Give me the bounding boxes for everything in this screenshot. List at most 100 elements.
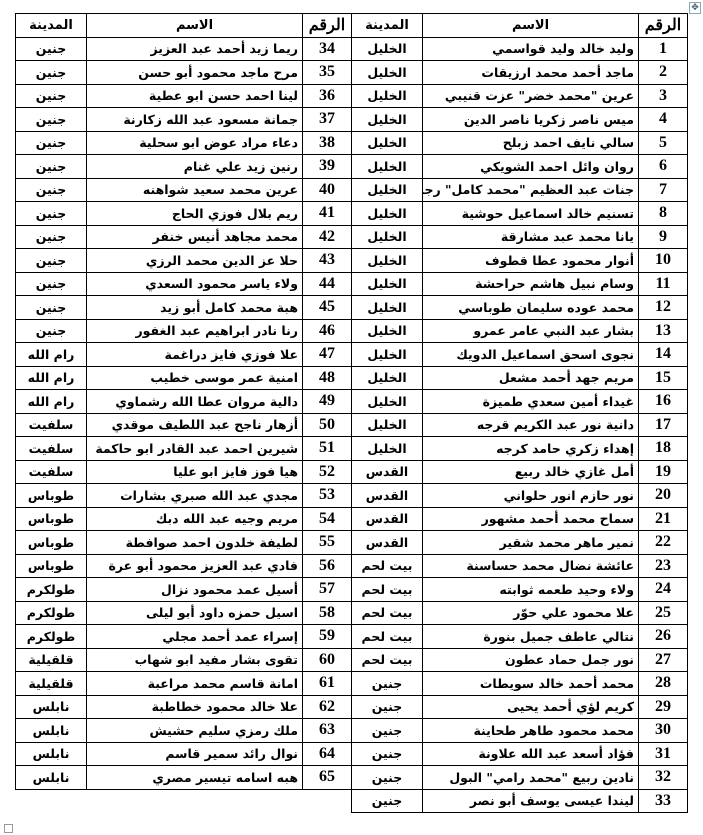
student-city: جنين — [15, 130, 87, 155]
row-number — [303, 789, 352, 813]
student-city: جنين — [15, 201, 87, 226]
header-number: الرقم — [638, 13, 688, 38]
table-row: 18 إهداء زكري حامد كرجه الخليل 51 شيرين احمد… — [15, 436, 688, 461]
row-number: 19 — [638, 459, 688, 484]
student-city: سلفيت — [15, 436, 87, 461]
student-name: ماجد أحمد محمد ارزيقات — [422, 60, 639, 85]
student-city: جنين — [351, 694, 423, 719]
row-number: 34 — [302, 36, 352, 61]
table-row: 31 فؤاد أسعد عبد الله علاونة جنين 64 نوال را… — [15, 741, 688, 766]
row-number: 45 — [302, 295, 352, 320]
row-number: 9 — [638, 224, 688, 249]
student-city: رام الله — [15, 365, 87, 390]
student-name: سماح محمد أحمد مشهور — [422, 506, 639, 531]
paragraph-mark-icon — [4, 824, 13, 833]
student-name: لينا احمد حسن ابو عطية — [86, 83, 303, 108]
student-city: قلقيلية — [15, 671, 87, 696]
student-name: امنية عمر موسى خطيب — [86, 365, 303, 390]
student-city: الخليل — [351, 83, 423, 108]
student-city: القدس — [351, 530, 423, 555]
table-row: 15 مريم جهد أحمد مشعل الخليل 48 امنية عمر مو… — [15, 365, 688, 390]
table-row: 25 علا محمود علي حوّر بيت لحم 58 اسيل حمزه د… — [15, 600, 688, 625]
table-row: 23 عائشة نضال محمد حساسنة بيت لحم 56 فادي عب… — [15, 553, 688, 578]
table-row: 4 ميس ناصر زكريا ناصر الدين الخليل 37 جمانة … — [15, 107, 688, 132]
student-name: عرين "محمد خضر" عزت قنيبي — [422, 83, 639, 108]
student-city: طولكرم — [15, 624, 87, 649]
row-number: 31 — [638, 741, 688, 766]
row-number: 13 — [638, 318, 688, 343]
row-number: 1 — [638, 36, 688, 61]
student-name: بشار عبد النبي عامر عمرو — [422, 318, 639, 343]
row-number: 38 — [302, 130, 352, 155]
student-name: وليد خالد وليد قواسمي — [422, 36, 639, 61]
header-name: الاسم — [422, 13, 639, 38]
row-number: 2 — [638, 60, 688, 85]
student-city: رام الله — [15, 342, 87, 367]
table-row: 26 نتالي عاطف جميل بنورة بيت لحم 59 إسراء عم… — [15, 624, 688, 649]
student-name: نوال رائد سمير قاسم — [86, 741, 303, 766]
student-city: الخليل — [351, 130, 423, 155]
student-name: امانة قاسم محمد مراعبة — [86, 671, 303, 696]
table-row: 29 كريم لؤي أحمد يحيى جنين 62 علا خالد محمود… — [15, 694, 688, 719]
student-city: جنين — [15, 295, 87, 320]
table-row: 27 نور جمل حماد عطون بيت لحم 60 تقوى بشار مف… — [15, 647, 688, 672]
student-city: طوباس — [15, 530, 87, 555]
student-name: إسراء عمد أحمد مجلي — [86, 624, 303, 649]
table-row: 28 محمد أحمد خالد سويطات جنين 61 امانة قاسم … — [15, 671, 688, 696]
student-name: دالية مروان عطا الله رشماوي — [86, 389, 303, 414]
table-row: 5 سالي نايف احمد زبلح الخليل 38 دعاء مراد عو… — [15, 130, 688, 155]
student-name: روان وائل احمد الشويكي — [422, 154, 639, 179]
student-city: نابلس — [15, 741, 87, 766]
student-city: طولكرم — [15, 600, 87, 625]
row-number: 54 — [302, 506, 352, 531]
student-city: جنين — [15, 318, 87, 343]
student-city: طوباس — [15, 506, 87, 531]
student-name: دانية نور عبد الكريم قرجه — [422, 412, 639, 437]
student-name: مرح ماجد محمود أبو حسن — [86, 60, 303, 85]
table-move-handle-icon[interactable]: ✥ — [689, 2, 701, 14]
row-number: 43 — [302, 248, 352, 273]
student-name: علا خالد محمود خطاطبة — [86, 694, 303, 719]
table-row: 10 أنوار محمود عطا قطوف الخليل 43 حلا عز الد… — [15, 248, 688, 273]
student-city: الخليل — [351, 201, 423, 226]
table-row: 13 بشار عبد النبي عامر عمرو الخليل 46 رنا نا… — [15, 318, 688, 343]
row-number: 5 — [638, 130, 688, 155]
table-row: 12 محمد عوده سليمان طوباسي الخليل 45 هبة محم… — [15, 295, 688, 320]
student-city — [16, 789, 87, 813]
student-name: اسيل حمزه داود أبو ليلى — [86, 600, 303, 625]
student-name: نتالي عاطف جميل بنورة — [422, 624, 639, 649]
row-number: 22 — [638, 530, 688, 555]
student-name: حلا عز الدين محمد الرزي — [86, 248, 303, 273]
row-number: 56 — [302, 553, 352, 578]
row-number: 8 — [638, 201, 688, 226]
row-number: 24 — [638, 577, 688, 602]
student-name: نجوى اسحق اسماعيل الدويك — [422, 342, 639, 367]
student-name: رنا نادر ابراهيم عبد الغفور — [86, 318, 303, 343]
row-number: 64 — [302, 741, 352, 766]
student-name: علا فوزي فايز دراغمة — [86, 342, 303, 367]
student-city: جنين — [351, 718, 423, 743]
student-city: الخليل — [351, 389, 423, 414]
student-name: علا محمود علي حوّر — [422, 600, 639, 625]
student-city: الخليل — [351, 412, 423, 437]
row-number: 44 — [302, 271, 352, 296]
table-row: 19 أمل غازي خالد ربيع القدس 52 هيا فوز فايز … — [15, 459, 688, 484]
student-city: الخليل — [351, 154, 423, 179]
student-name: نادين ربيع "محمد رامي" البول — [422, 765, 639, 790]
table-row: 24 ولاء وحيد طعمه ثوابته بيت لحم 57 أسيل عمد… — [15, 577, 688, 602]
row-number: 39 — [302, 154, 352, 179]
student-city: جنين — [15, 271, 87, 296]
student-city: الخليل — [351, 107, 423, 132]
row-number: 61 — [302, 671, 352, 696]
row-number: 40 — [302, 177, 352, 202]
table-row: 32 نادين ربيع "محمد رامي" البول جنين 65 هبه … — [15, 765, 688, 790]
student-name: نور حازم انور حلواني — [422, 483, 639, 508]
student-name: نمير ماهر محمد شقير — [422, 530, 639, 555]
student-city: الخليل — [351, 318, 423, 343]
row-number: 52 — [302, 459, 352, 484]
table-row: 8 تسنيم خالد اسماعيل حوشية الخليل 41 ريم بلا… — [15, 201, 688, 226]
student-city: جنين — [351, 671, 423, 696]
row-number: 50 — [302, 412, 352, 437]
row-number: 35 — [302, 60, 352, 85]
student-city: سلفيت — [15, 412, 87, 437]
